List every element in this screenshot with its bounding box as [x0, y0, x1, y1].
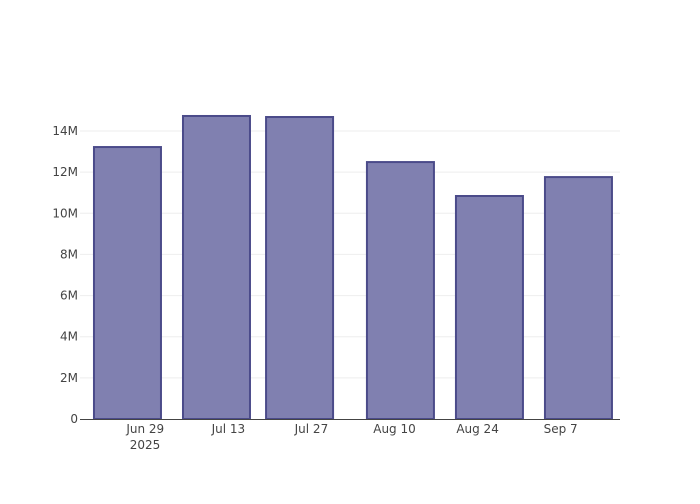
y-axis-ticks: 0 2M 4M 6M 8M 10M 12M 14M	[52, 124, 78, 426]
y-tick-label: 4M	[60, 330, 78, 344]
y-tick-label: 2M	[60, 371, 78, 385]
y-tick-label: 14M	[52, 124, 78, 138]
gridlines	[80, 130, 620, 379]
x-axis-ticks: Jun 29 Jul 13 Jul 27 Aug 10 Aug 24 Sep 7	[125, 422, 577, 436]
y-tick-label: 0	[70, 412, 78, 426]
bar	[454, 195, 524, 420]
x-tick-label: Aug 24	[456, 422, 499, 436]
y-tick-label: 6M	[60, 289, 78, 303]
y-tick-label: 10M	[52, 206, 78, 220]
bar	[92, 146, 162, 420]
bar	[265, 116, 335, 421]
y-tick-label: 12M	[52, 165, 78, 179]
x-tick-year: 2025	[130, 438, 161, 452]
bar	[181, 114, 251, 421]
x-tick-label: Sep 7	[544, 422, 578, 436]
x-tick-label: Jul 13	[211, 422, 246, 436]
bars	[92, 114, 613, 421]
x-tick-label: Aug 10	[373, 422, 416, 436]
x-tick-label: Jul 27	[294, 422, 329, 436]
bar	[543, 176, 613, 420]
x-tick-label: Jun 29	[125, 422, 164, 436]
bar	[365, 161, 435, 420]
y-tick-label: 8M	[60, 247, 78, 261]
